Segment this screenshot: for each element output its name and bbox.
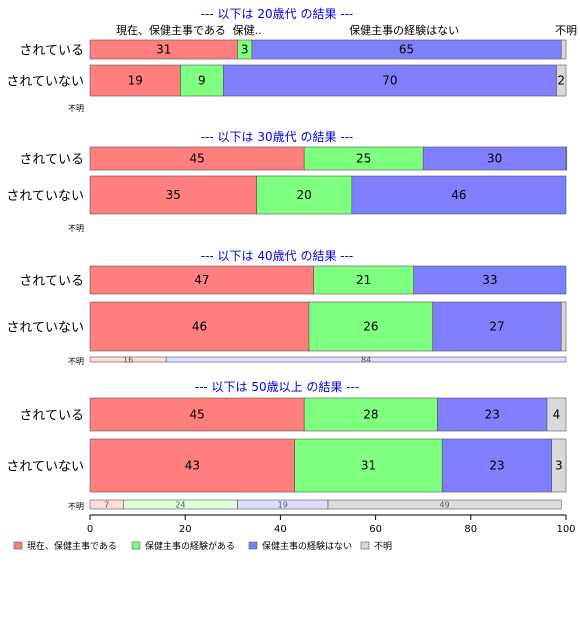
data-label: 84 (361, 356, 371, 365)
x-tick-label: 60 (369, 524, 382, 535)
bar-segment (313, 265, 414, 295)
data-label: 43 (185, 459, 200, 473)
bar-segment (89, 397, 305, 432)
legend-label: 不明 (374, 541, 392, 552)
data-label: 47 (194, 273, 209, 287)
bar-segment (180, 64, 224, 97)
panel-title: --- 以下は 20歳代 の結果 --- (201, 7, 354, 21)
row-label: 不明 (68, 502, 84, 511)
bar-segment (89, 175, 257, 215)
data-label: 46 (451, 188, 466, 202)
panel-title: --- 以下は 30歳代 の結果 --- (201, 130, 354, 144)
row-label: されている (19, 153, 84, 168)
data-label: 28 (363, 408, 378, 422)
x-tick-label: 100 (556, 524, 575, 535)
data-label: 27 (489, 320, 504, 334)
bar-segment (303, 397, 438, 432)
row-label: されていない (6, 321, 84, 336)
x-tick-label: 0 (87, 524, 93, 535)
data-label: 4 (553, 408, 561, 422)
data-label: 45 (189, 408, 204, 422)
row-label: されていない (6, 75, 84, 90)
data-label: 20 (297, 188, 312, 202)
row-label: されていない (6, 460, 84, 475)
bar-segment (560, 39, 567, 60)
data-label: 21 (356, 273, 371, 287)
bar-segment (556, 64, 567, 97)
data-label: 26 (363, 320, 378, 334)
row-label: されている (19, 274, 84, 289)
data-label: 33 (482, 273, 497, 287)
top-category-label: 保健主事の経験はない (349, 23, 459, 37)
legend-label: 保健主事の経験はない (262, 540, 352, 552)
panel-title: --- 以下は 50歳以上 の結果 --- (195, 380, 360, 394)
bar-segment (351, 175, 567, 215)
data-label: 25 (356, 152, 371, 166)
top-category-label: 保健.. (233, 23, 262, 37)
data-label: 31 (361, 459, 376, 473)
row-label: されている (19, 44, 84, 59)
bar-segment (551, 438, 567, 493)
bar-segment (432, 301, 562, 352)
bar-segment (437, 397, 548, 432)
bar-segment (327, 499, 562, 510)
top-category-label: 不明 (555, 24, 577, 37)
data-label: 24 (175, 501, 185, 510)
legend-swatch (131, 541, 141, 550)
data-label: 46 (192, 320, 207, 334)
data-label: 7 (104, 501, 109, 510)
data-label: 3 (555, 459, 563, 473)
bar-segment (560, 301, 567, 352)
bar-segment (565, 146, 568, 171)
row-label: 不明 (68, 104, 84, 113)
bar-segment (546, 397, 567, 432)
legend-swatch (360, 541, 370, 550)
data-label: 19 (278, 501, 288, 510)
data-label: 31 (156, 43, 171, 57)
bar-segment (256, 175, 353, 215)
row-label: されていない (6, 189, 84, 204)
data-label: 35 (166, 188, 181, 202)
bar-segment (89, 438, 295, 493)
data-label: 49 (440, 501, 450, 510)
x-tick-label: 40 (274, 524, 287, 535)
bar-segment (165, 356, 567, 363)
data-label: 23 (485, 408, 500, 422)
data-label: 2 (557, 74, 565, 88)
data-label: 16 (123, 356, 133, 365)
data-label: 23 (489, 459, 504, 473)
panel-title: --- 以下は 40歳代 の結果 --- (201, 249, 354, 263)
x-tick-label: 80 (464, 524, 477, 535)
legend-label: 保健主事の経験がある (145, 540, 235, 552)
data-label: 65 (399, 43, 414, 57)
legend-label: 現在、保健主事である (27, 540, 117, 552)
bar-segment (222, 64, 557, 97)
row-label: 不明 (68, 357, 84, 366)
data-label: 30 (487, 152, 502, 166)
bar-segment (89, 265, 315, 295)
data-label: 19 (128, 74, 143, 88)
data-label: 3 (241, 43, 249, 57)
data-label: 45 (189, 152, 204, 166)
data-label: 9 (198, 74, 206, 88)
data-label: 70 (382, 74, 397, 88)
bar-segment (294, 438, 443, 493)
row-label: されている (19, 409, 84, 424)
bar-segment (308, 301, 434, 352)
bar-segment (89, 301, 310, 352)
row-label: 不明 (68, 224, 84, 233)
top-category-label: 現在、保健主事である (116, 23, 226, 37)
legend-swatch (13, 541, 23, 550)
x-tick-label: 20 (179, 524, 192, 535)
bar-segment (413, 265, 567, 295)
legend-swatch (248, 541, 258, 550)
